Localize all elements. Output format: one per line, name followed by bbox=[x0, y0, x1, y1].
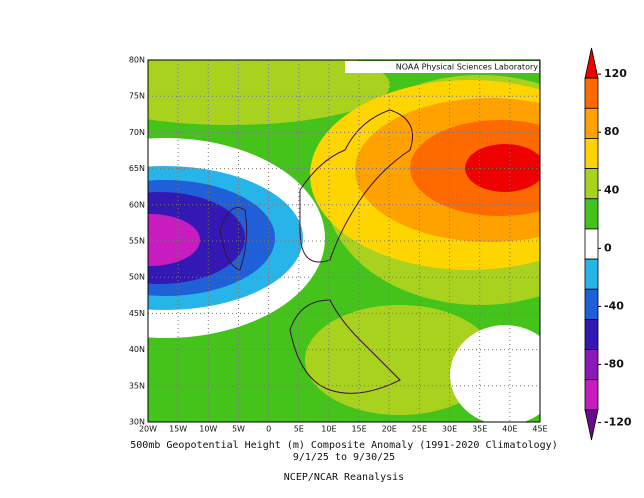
credit-box bbox=[345, 61, 539, 73]
lon-label: 10W bbox=[199, 425, 217, 434]
colorbar: -120 -80 -40 0 40 80 120 bbox=[584, 47, 632, 441]
lat-label: 45N bbox=[129, 309, 145, 318]
credit: NOAA Physical Sciences Laboratory bbox=[396, 63, 539, 72]
lon-label: 10E bbox=[321, 425, 336, 434]
lon-label: 15W bbox=[169, 425, 187, 434]
caption: 500mb Geopotential Height (m) Composite … bbox=[130, 440, 557, 451]
colorbar-label: -120 bbox=[604, 416, 632, 429]
graticule: 20W 15W 10W 5W 0 5E 10E 15E 20E 25E 30E 35E 40E 45E 30… bbox=[129, 56, 548, 434]
colorbar-cap bbox=[584, 47, 599, 79]
lat-label: 55N bbox=[129, 237, 145, 246]
lon-label: 30E bbox=[442, 425, 457, 434]
lat-label: 75N bbox=[129, 92, 145, 101]
lon-label: 20E bbox=[382, 425, 397, 434]
lat-label: 35N bbox=[129, 381, 145, 390]
lat-label: 40N bbox=[129, 345, 145, 354]
lon-label: 0 bbox=[266, 425, 271, 434]
lat-label: 30N bbox=[129, 418, 145, 427]
lon-label: 40E bbox=[502, 425, 517, 434]
colorbar-label: 120 bbox=[604, 67, 627, 80]
lon-label: 5W bbox=[232, 425, 245, 434]
caption: NCEP/NCAR Reanalysis bbox=[284, 472, 404, 483]
lat-label: 70N bbox=[129, 128, 145, 137]
lat-label: 60N bbox=[129, 200, 145, 209]
colorbar-band bbox=[584, 288, 599, 320]
colorbar-cap bbox=[584, 409, 599, 441]
lon-label: 25E bbox=[412, 425, 427, 434]
map-field bbox=[148, 60, 540, 422]
colorbar-band bbox=[584, 318, 599, 350]
colorbar-band bbox=[584, 379, 599, 411]
lat-label: 65N bbox=[129, 164, 145, 173]
colorbar-band bbox=[584, 228, 599, 260]
colorbar-label: -80 bbox=[604, 358, 624, 371]
colorbar-label: -40 bbox=[604, 299, 624, 312]
lon-label: 15E bbox=[351, 425, 366, 434]
colorbar-label: 80 bbox=[604, 125, 620, 138]
map-frame bbox=[147, 59, 541, 423]
lon-label: 5E bbox=[294, 425, 304, 434]
colorbar-label: 0 bbox=[604, 241, 612, 254]
colorbar-band bbox=[584, 77, 599, 109]
colorbar-band bbox=[584, 107, 599, 139]
lat-label: 50N bbox=[129, 273, 145, 282]
colorbar-band bbox=[584, 198, 599, 230]
lon-label: 45E bbox=[532, 425, 547, 434]
colorbar-band bbox=[584, 349, 599, 381]
colorbar-label: 40 bbox=[604, 183, 620, 196]
lon-label: 35E bbox=[472, 425, 487, 434]
lon-label: 20W bbox=[139, 425, 157, 434]
colorbar-band bbox=[584, 138, 599, 170]
caption: 9/1/25 to 9/30/25 bbox=[293, 452, 395, 463]
lat-label: 80N bbox=[129, 56, 145, 65]
colorbar-band bbox=[584, 258, 599, 290]
colorbar-band bbox=[584, 168, 599, 200]
